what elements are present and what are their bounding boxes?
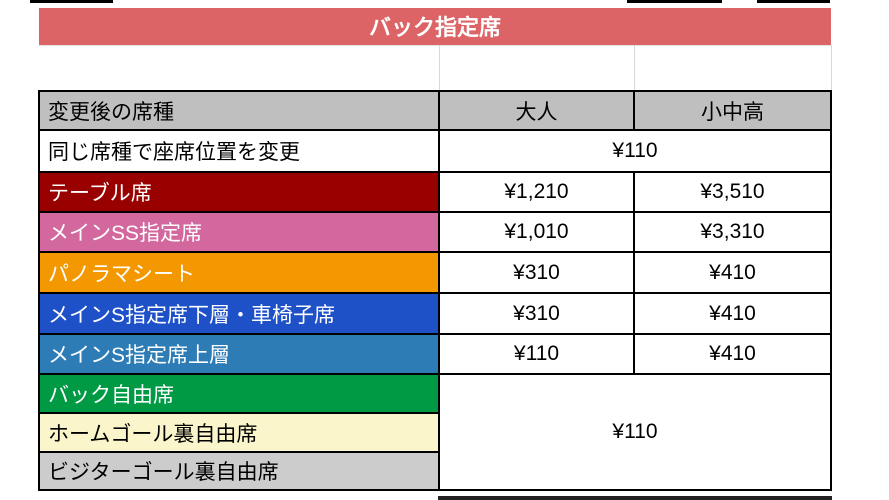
table-row: バック自由席 ¥110 xyxy=(38,373,832,491)
header-row: 変更後の席種 大人 小中高 xyxy=(38,90,832,131)
price-student: ¥410 xyxy=(633,292,832,335)
price-adult: ¥310 xyxy=(438,292,635,335)
price-student: ¥410 xyxy=(633,333,832,375)
row-label-table-seat: テーブル席 xyxy=(38,171,440,213)
spacer-cell xyxy=(438,44,635,91)
price-student: ¥3,510 xyxy=(633,171,832,213)
row-label-main-ss: メインSS指定席 xyxy=(38,211,440,253)
price-adult: ¥110 xyxy=(438,333,635,375)
table-row: テーブル席 ¥1,210 ¥3,510 xyxy=(38,171,832,213)
header-student: 小中高 xyxy=(633,90,832,131)
price-same-seat: ¥110 xyxy=(438,129,832,173)
price-adult: ¥310 xyxy=(438,251,635,294)
row-label-main-s-upper: メインS指定席上層 xyxy=(38,333,440,375)
table-row: 同じ席種で座席位置を変更 ¥110 xyxy=(38,129,832,173)
spacer-cell xyxy=(633,44,832,91)
price-student: ¥3,310 xyxy=(633,211,832,253)
cutoff-artifact-top-right xyxy=(757,0,830,3)
cutoff-artifact-top-mid xyxy=(627,0,722,3)
price-student: ¥410 xyxy=(633,251,832,294)
spacer-cell xyxy=(39,44,440,91)
row-label-home-goal-free: ホームゴール裏自由席 xyxy=(38,412,440,453)
spacer-row xyxy=(39,44,832,91)
cutoff-artifact-bottom xyxy=(438,496,832,500)
cutoff-artifact-top-left xyxy=(30,0,113,3)
table-row: パノラマシート ¥310 ¥410 xyxy=(38,251,832,294)
row-label-visitor-goal-free: ビジターゴール裏自由席 xyxy=(38,451,440,491)
price-bottom-merged: ¥110 xyxy=(438,373,832,491)
table-row: ビジターゴール裏自由席 xyxy=(38,451,831,491)
table-row: メインSS指定席 ¥1,010 ¥3,310 xyxy=(38,211,832,253)
price-adult: ¥1,010 xyxy=(438,211,635,253)
row-label-panorama: パノラマシート xyxy=(38,251,440,294)
table-row: ホームゴール裏自由席 xyxy=(38,412,831,453)
price-adult: ¥1,210 xyxy=(438,171,635,213)
header-adult: 大人 xyxy=(438,90,635,131)
banner-row: バック指定席 xyxy=(39,8,831,45)
row-label-main-s-lower: メインS指定席下層・車椅子席 xyxy=(38,292,440,335)
seat-price-table: バック指定席 変更後の席種 大人 小中高 同じ席種で座席位置を変更 ¥110 テ… xyxy=(38,8,832,491)
row-label-back-free: バック自由席 xyxy=(38,373,440,414)
header-seat-type: 変更後の席種 xyxy=(38,90,440,131)
table-row: メインS指定席下層・車椅子席 ¥310 ¥410 xyxy=(38,292,832,335)
table-title-banner: バック指定席 xyxy=(39,8,831,45)
table-row: メインS指定席上層 ¥110 ¥410 xyxy=(38,333,832,375)
row-label-same-seat: 同じ席種で座席位置を変更 xyxy=(38,129,440,173)
